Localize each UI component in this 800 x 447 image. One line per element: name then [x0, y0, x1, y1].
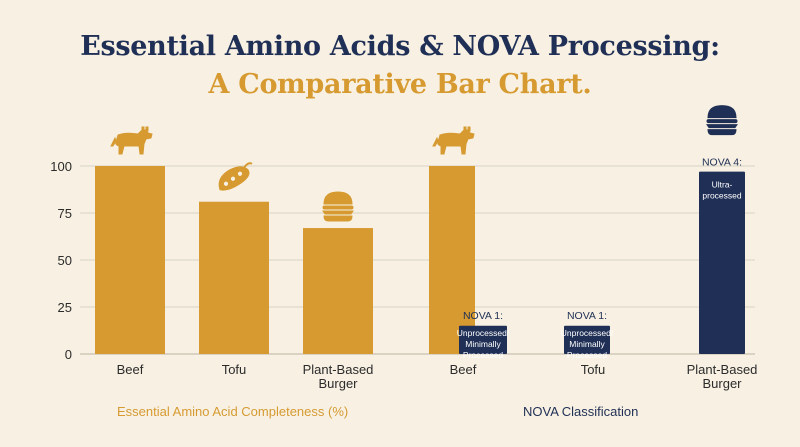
x-tick-label: Tofu [222, 362, 247, 377]
y-tick-label: 0 [65, 347, 72, 362]
bar-amino-tofu [199, 201, 269, 354]
bar-nova-plant-based-burger [699, 171, 745, 354]
burger-icon [322, 191, 354, 222]
y-tick-label: 100 [50, 159, 72, 174]
y-tick-label: 50 [58, 253, 72, 268]
cow-icon [110, 126, 153, 155]
x-axis-label-nova: NOVA Classification [523, 404, 639, 419]
nova-annotation-text: Ultra-processed [702, 180, 741, 201]
x-axis-label-amino: Essential Amino Acid Completeness (%) [117, 404, 349, 419]
x-tick-label: Tofu [581, 362, 606, 377]
nova-annotation-text: Unprocessed/Minimally Processed [561, 328, 614, 360]
bar-nova-beef [459, 325, 507, 354]
bar-amino-beef [95, 166, 165, 354]
chart-subtitle: A Comparative Bar Chart. [208, 69, 592, 100]
bar-nova-beef-completeness [429, 166, 475, 354]
x-tick-label: Beef [450, 362, 477, 377]
cow-icon [432, 126, 475, 155]
bar-amino-plant-based-burger [303, 228, 373, 354]
nova-annotation-label: NOVA 1: [567, 310, 607, 322]
x-tick-label: Beef [117, 362, 144, 377]
nova-annotation-label: NOVA 1: [463, 310, 503, 322]
y-tick-label: 25 [58, 300, 72, 315]
soybean-icon [218, 162, 253, 192]
nova-annotation-text: Unprocessed/Minimally Processed [457, 328, 510, 360]
nova-annotation-label: NOVA 4: [702, 157, 742, 169]
chart-title-block: Essential Amino Acids & NOVA Processing:… [0, 30, 800, 102]
x-tick-label: Plant-Based Burger [687, 362, 758, 391]
burger-icon [706, 105, 738, 136]
bar-nova-tofu [564, 325, 610, 354]
x-tick-label: Plant-Based Burger [303, 362, 374, 391]
chart-title: Essential Amino Acids & NOVA Processing: [80, 31, 720, 62]
y-tick-label: 75 [58, 206, 72, 221]
